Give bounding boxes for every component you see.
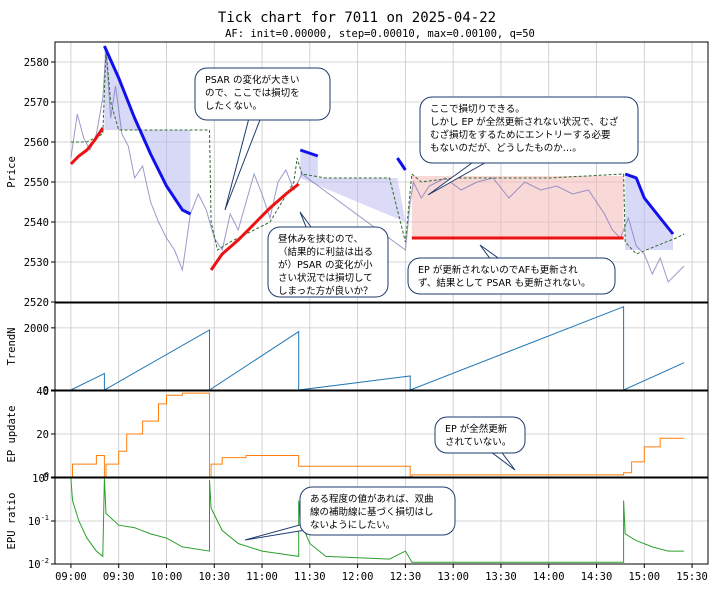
annotation-line: さい状況では損切して [278,272,373,284]
x-tick-label: 15:30 [676,571,708,583]
ep-psar-fill [411,176,624,238]
psar-down-segment [396,157,407,171]
trend-line [70,305,685,391]
annotation-line: EP が全然更新 [445,423,508,435]
panel-frame [54,477,709,565]
y-tick-label: 10-2 [28,557,49,571]
trend-panel: 0 2000 TrendN [6,302,709,397]
chart-subtitle: AF: init=0.00000, step=0.00010, max=0.00… [225,28,535,40]
x-tick-label: 14:00 [533,571,565,583]
ep-update-panel: 0 20 40 EP update [6,386,709,484]
y-axis-label: EPU ratio [6,493,18,550]
annotation-line: EP が更新されないのでAFも更新され [418,264,578,276]
y-tick-label: 2540 [24,217,49,229]
y-tick-label: 2530 [24,257,49,269]
callout-seam [375,505,380,517]
x-tick-label: 10:00 [151,571,183,583]
y-tick-label: 0 [43,472,49,484]
psar-down-segment [103,45,192,216]
y-axis-label: EP update [6,406,18,463]
annotation-line: ず、結果として PSAR も更新されない。 [418,277,591,289]
x-tick-label: 10:30 [198,571,230,583]
y-tick-label: 2000 [24,323,49,335]
panel-frame [54,41,709,303]
annotation-callout: ここで損切りできる。しかし EP が全然更新されない状況で、むざむざ損切をするた… [419,96,639,196]
annotation-line: ある程度の値があれば、双曲 [310,493,434,505]
callout-seam [256,91,269,97]
annotation-line: むざ損切をするためにエントリーする必要 [430,129,611,141]
callout-seam [475,430,485,440]
x-tick-label: 12:00 [342,571,374,583]
price-line [70,49,685,283]
tick-exponent: -1 [41,514,49,522]
x-tick-label: 13:00 [437,571,469,583]
x-tick-label: 12:30 [390,571,422,583]
y-tick-label: 2550 [24,177,49,189]
y-tick-label: 2520 [24,297,49,309]
y-tick-label: 0 [43,385,49,397]
annotation-line: ないようにしたい。 [310,520,395,531]
ep-psar-fill [625,174,673,250]
x-tick-label: 11:30 [294,571,326,583]
y-tick-label: 2560 [24,137,49,149]
annotation-line: 昼休みを挟むので、 [278,233,363,245]
annotation-line: しかし EP が全然更新されない状況で、むざ [430,116,619,128]
x-tick-label: 09:00 [55,571,87,583]
annotation-line: ので、ここでは損切を [205,87,300,99]
ep-update-line [70,392,685,478]
psar-down-segment [624,172,675,235]
annotation-line: しまった方が良いか？ [278,285,373,297]
ep-psar-fill [300,178,406,222]
tick-base: 10 [28,559,41,571]
x-tick-label: 14:30 [581,571,613,583]
chart-title: Tick chart for 7011 on 2025-04-22 [218,10,496,26]
tick-exponent: 0 [45,471,49,479]
callout-seam [322,258,334,266]
annotation-line: （結果的に利益は出る [278,246,373,258]
x-tick-label: 09:30 [103,571,135,583]
annotation-line: されていない。 [445,437,511,448]
y-tick-label: 2570 [24,97,49,109]
x-axis-ticks: 09:00 09:30 10:00 10:30 11:00 11:30 12:00 12:30… [55,564,708,583]
y-axis-label: TrendN [6,328,18,366]
y-tick-label: 100 [32,471,49,485]
x-tick-label: 11:00 [246,571,278,583]
y-tick-label: 2580 [24,57,49,69]
price-panel: 2520 2530 2540 2550 2560 2570 2580 Price [6,41,709,309]
annotation-line: したくない。 [205,101,262,112]
callout-seam [506,271,517,281]
y-axis-label: Price [6,156,18,188]
annotation-line: もないのだが、どうしたものか…。 [430,142,582,154]
y-tick-label: 20 [36,429,49,441]
annotation-line: ここで損切りできる。 [430,103,525,115]
ep-line [70,49,685,255]
psar-up-segment [209,182,300,271]
annotation-line: が）PSAR の変化が小 [278,259,373,271]
psar-up-segment [69,127,105,166]
y-tick-label: 10-1 [28,514,49,528]
ep-psar-fill [300,150,318,178]
annotation-line: PSAR の変化が大きい [205,74,300,86]
callout-seam [525,124,533,136]
annotation-line: 線の補助線に基づく損切はし [310,506,434,518]
y-tick-label: 40 [36,386,49,398]
epu-ratio-line [70,477,685,563]
psar-down-segment [299,148,319,158]
tick-exponent: -2 [41,557,49,565]
x-tick-label: 15:00 [628,571,660,583]
panel-frame [54,302,709,391]
tick-base: 10 [32,473,45,485]
panel-frame [54,390,709,478]
x-tick-label: 13:30 [485,571,517,583]
tick-base: 10 [28,516,41,528]
